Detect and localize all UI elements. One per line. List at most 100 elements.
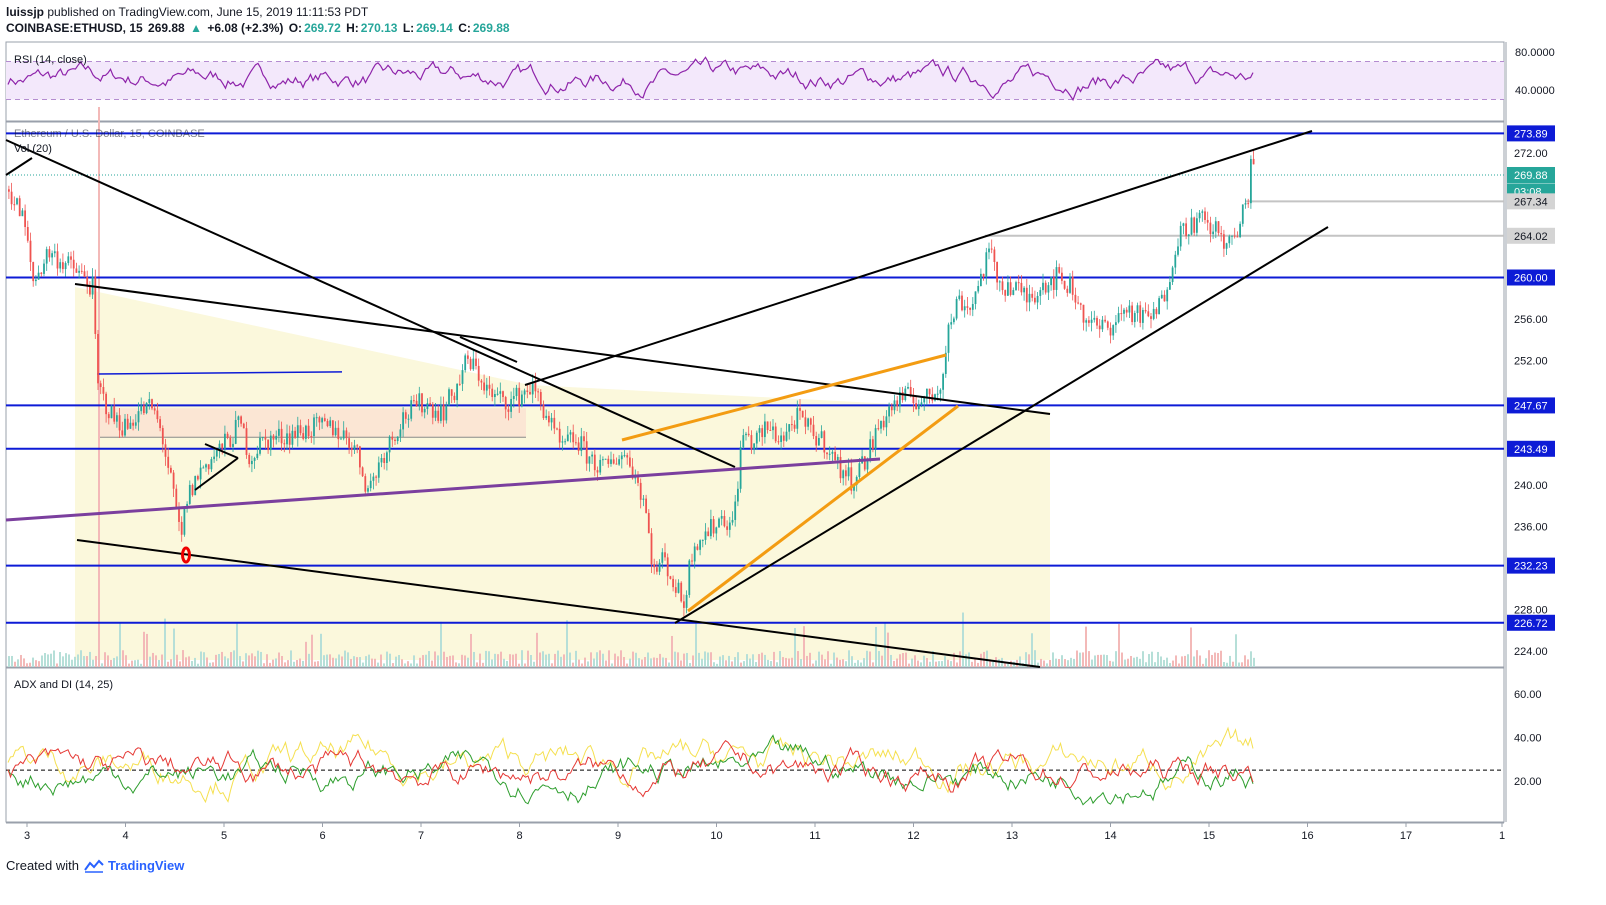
volume-bar [20, 654, 22, 667]
volume-bar [821, 654, 823, 667]
axes: 80.0000 40.0000 60.00 40.00 20.00 272.00 256.0… [24, 47, 1555, 842]
candle-body [1247, 203, 1250, 205]
candle-body [1190, 217, 1193, 235]
created-with-label: Created with [6, 858, 79, 873]
volume-bar [1214, 652, 1216, 667]
candle-body [666, 557, 669, 577]
candle-body [64, 263, 67, 270]
candle-body [801, 410, 804, 418]
volume-bar [527, 650, 529, 667]
candle-body [596, 470, 599, 473]
candle-body [418, 393, 421, 407]
candle-body [626, 455, 629, 458]
price-label-box [1507, 227, 1555, 244]
volume-bar [848, 650, 850, 667]
price-tick-label: 256.00 [1514, 314, 1548, 326]
candle-body [688, 560, 691, 595]
candle-body [234, 419, 237, 444]
candle-body [1198, 212, 1201, 219]
tradingview-brand[interactable]: TradingView [107, 858, 185, 873]
volume-bar [800, 658, 802, 667]
volume-bar [1019, 656, 1021, 667]
candle-body [1187, 234, 1190, 236]
volume-bar [1106, 655, 1108, 667]
volume-bar [770, 661, 772, 667]
volume-bar [929, 661, 931, 667]
orange-trend-line [621, 353, 947, 442]
candle-body [272, 435, 275, 440]
candle-body [1201, 211, 1204, 213]
candle-body [445, 405, 448, 421]
volume-bar [467, 657, 469, 667]
candle-body [391, 436, 394, 440]
candle-body [332, 420, 334, 436]
volume-bar [287, 660, 289, 667]
volume-bar [110, 659, 112, 667]
candle-body [701, 539, 704, 541]
candle-body [772, 426, 774, 431]
price-label-text: 267.34 [1514, 196, 1548, 208]
volume-bar [440, 621, 442, 667]
candle-body [56, 251, 59, 269]
price-tick-label: 272.00 [1514, 148, 1548, 160]
range-box [98, 408, 526, 438]
candle-body [1066, 288, 1069, 293]
volume-bar [1094, 655, 1096, 667]
volume-bar [8, 656, 10, 667]
volume-bar [278, 652, 280, 667]
volume-bar [1187, 654, 1189, 667]
volume-bar [944, 656, 946, 667]
candle-body [1001, 281, 1004, 291]
candle-body [421, 393, 423, 413]
candle-body [1125, 309, 1128, 313]
candle-body [850, 467, 853, 491]
price-pane[interactable] [5, 107, 1504, 668]
candle-body [1106, 321, 1109, 328]
volume-bar [809, 652, 811, 667]
candle-body [1063, 280, 1066, 289]
candle-body [1077, 302, 1079, 304]
candle-body [788, 424, 791, 432]
volume-bar [1067, 660, 1069, 667]
candle-body [364, 476, 367, 492]
volume-bar [689, 663, 691, 667]
volume-bar [362, 662, 364, 667]
candle-body [1239, 223, 1241, 238]
volume-bar [965, 654, 967, 667]
volume-bar [137, 659, 139, 667]
footer: Created with TradingView [6, 858, 184, 873]
volume-bar [743, 661, 745, 667]
candle-body [993, 249, 996, 262]
chart-header: luissjp published on TradingView.com, Ju… [6, 4, 512, 36]
candle-body [1252, 158, 1255, 165]
candle-body [734, 501, 737, 520]
volume-bar [437, 655, 439, 667]
price-label-text: 226.72 [1514, 618, 1548, 630]
volume-bar [1040, 658, 1042, 667]
volume-bar [989, 659, 991, 667]
price-label-text: 260.00 [1514, 273, 1548, 285]
volume-bar [899, 654, 901, 667]
volume-bar [80, 650, 82, 667]
candle-body [29, 240, 32, 263]
candle-body [629, 457, 631, 467]
volume-bar [386, 651, 388, 667]
volume-bar [998, 659, 1000, 667]
candle-body [1028, 293, 1031, 303]
volume-bar [866, 650, 868, 667]
candle-body [542, 404, 545, 419]
candle-body [1169, 282, 1171, 290]
volume-bar [779, 651, 781, 667]
candle-body [278, 428, 280, 436]
volume-bar [374, 658, 376, 667]
candle-body [1214, 221, 1217, 232]
price-label-text: 269.88 [1514, 170, 1548, 182]
candle-body [183, 508, 186, 535]
volume-bar [272, 659, 274, 667]
candle-body [215, 450, 218, 457]
candle-body [553, 417, 556, 429]
author-name[interactable]: luissjp [6, 5, 45, 19]
candle-body [642, 498, 645, 500]
candle-body [847, 467, 850, 477]
